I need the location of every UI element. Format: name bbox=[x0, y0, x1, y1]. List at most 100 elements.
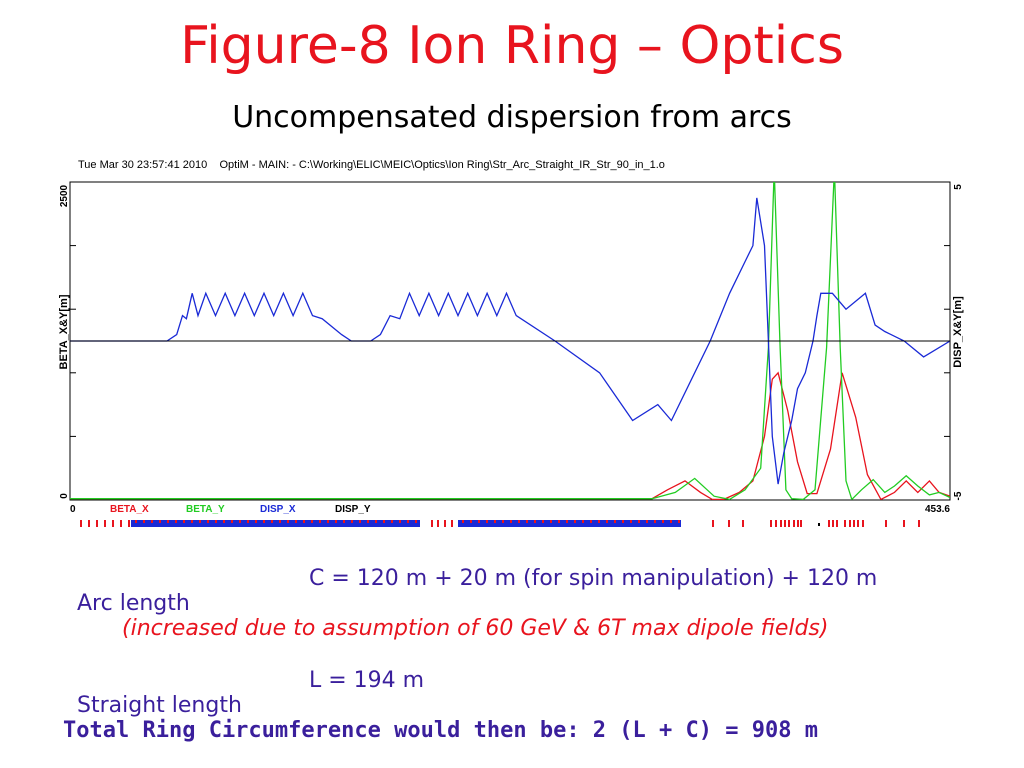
lattice-arc-dipole bbox=[255, 520, 257, 523]
legend-beta-x: BETA_X bbox=[110, 504, 149, 515]
lattice-arc-dipole bbox=[486, 520, 488, 523]
lattice-dipole-mark bbox=[120, 520, 122, 527]
lattice-arc-dipole bbox=[287, 520, 289, 523]
lattice-dipole-mark bbox=[770, 520, 772, 527]
lattice-dipole-mark bbox=[112, 520, 114, 527]
lattice-dipole-mark bbox=[849, 520, 851, 527]
lattice-dipole-mark bbox=[104, 520, 106, 527]
y-left-label: BETA_X&Y[m] bbox=[58, 294, 70, 369]
lattice-arc-dipole bbox=[311, 520, 313, 523]
arc-length-label: Arc length bbox=[77, 591, 190, 616]
lattice-arc-dipole bbox=[167, 520, 169, 523]
lattice-arc-dipole bbox=[143, 520, 145, 523]
arc-length-value: C = 120 m + 20 m (for spin manipulation)… bbox=[309, 566, 878, 591]
lattice-dipole-mark bbox=[793, 520, 795, 527]
lattice-arc-dipole bbox=[319, 520, 321, 523]
lattice-arc-dipole bbox=[654, 520, 656, 523]
lattice-arc-dipole bbox=[478, 520, 480, 523]
legend-disp-y: DISP_Y bbox=[335, 504, 371, 515]
lattice-arc-dipole bbox=[462, 520, 464, 523]
arc-length-row: Arc length C = 120 m + 20 m (for spin ma… bbox=[63, 566, 877, 641]
lattice-dipole-mark bbox=[903, 520, 905, 527]
lattice-arc-dipole bbox=[335, 520, 337, 523]
lattice-dipole-mark bbox=[862, 520, 864, 527]
arc-length-note: (increased due to assumption of 60 GeV &… bbox=[122, 616, 829, 641]
lattice-arc-dipole bbox=[175, 520, 177, 523]
lattice-arc-dipole bbox=[279, 520, 281, 523]
lattice-arc-dipole bbox=[614, 520, 616, 523]
lattice-dipole-mark bbox=[918, 520, 920, 527]
lattice-arc-dipole bbox=[494, 520, 496, 523]
lattice-dipole-mark bbox=[832, 520, 834, 527]
lattice-arc-band bbox=[458, 520, 681, 527]
lattice-dipole-mark bbox=[96, 520, 98, 527]
lattice-arc-dipole bbox=[582, 520, 584, 523]
lattice-arc-dipole bbox=[303, 520, 305, 523]
lattice-arc-dipole bbox=[415, 520, 417, 523]
lattice-arc-dipole bbox=[295, 520, 297, 523]
lattice-dipole-mark bbox=[844, 520, 846, 527]
lattice-arc-dipole bbox=[359, 520, 361, 523]
lattice-dipole-mark bbox=[712, 520, 714, 527]
lattice-arc-dipole bbox=[558, 520, 560, 523]
lattice-dipole-mark bbox=[128, 520, 130, 527]
lattice-dipole-mark bbox=[444, 520, 446, 527]
lattice-arc-dipole bbox=[327, 520, 329, 523]
axis-text: BETA_X&Y[m] DISP_X&Y[m] 2500 0 5 -5 0 45… bbox=[58, 184, 964, 515]
lattice-dipole-mark bbox=[437, 520, 439, 527]
lattice-arc-dipole bbox=[518, 520, 520, 523]
lattice-dipole-mark bbox=[784, 520, 786, 527]
lattice-dipole-mark bbox=[828, 520, 830, 527]
lattice-arc-dipole bbox=[183, 520, 185, 523]
lattice-arc-dipole bbox=[391, 520, 393, 523]
lattice-arc-dipole bbox=[510, 520, 512, 523]
lattice-arc-dipole bbox=[367, 520, 369, 523]
lattice-arc-dipole bbox=[550, 520, 552, 523]
lattice-arc-dipole bbox=[678, 520, 680, 523]
lattice-dipole-mark bbox=[780, 520, 782, 527]
lattice-dipole-mark bbox=[775, 520, 777, 527]
lattice-arc-dipole bbox=[662, 520, 664, 523]
lattice-arc-dipole bbox=[646, 520, 648, 523]
y-left-tick-top: 2500 bbox=[59, 184, 70, 207]
lattice-arc-dipole bbox=[470, 520, 472, 523]
plot-header: Tue Mar 30 23:57:41 2010 OptiM - MAIN: -… bbox=[78, 159, 665, 171]
lattice-arc-dipole bbox=[502, 520, 504, 523]
lattice-arc-dipole bbox=[351, 520, 353, 523]
lattice-arc-dipole bbox=[399, 520, 401, 523]
lattice-arc-dipole bbox=[542, 520, 544, 523]
lattice-dipole-mark bbox=[797, 520, 799, 527]
lattice-arc-dipole bbox=[247, 520, 249, 523]
slide-title: Figure-8 Ion Ring – Optics bbox=[180, 16, 844, 76]
lattice-arc-dipole bbox=[207, 520, 209, 523]
lattice-arc-dipole bbox=[598, 520, 600, 523]
lattice-dipole-mark bbox=[788, 520, 790, 527]
lattice-dipole-mark bbox=[728, 520, 730, 527]
lattice-dipole-mark bbox=[800, 520, 802, 527]
lattice-arc-dipole bbox=[239, 520, 241, 523]
straight-length-value: L = 194 m bbox=[309, 668, 425, 693]
lattice-dipole-mark bbox=[451, 520, 453, 527]
lattice-arc-dipole bbox=[343, 520, 345, 523]
x-tick-end: 453.6 bbox=[925, 504, 950, 515]
series-beta-x bbox=[70, 371, 950, 500]
lattice-dipole-mark bbox=[80, 520, 82, 527]
lattice-arc-dipole bbox=[263, 520, 265, 523]
lattice-dipole-mark bbox=[431, 520, 433, 527]
plot-series bbox=[70, 182, 950, 500]
lattice-arc-dipole bbox=[534, 520, 536, 523]
series-disp-x bbox=[70, 197, 950, 485]
lattice-marker bbox=[818, 523, 820, 526]
lattice-arc-dipole bbox=[574, 520, 576, 523]
y-left-tick-bottom: 0 bbox=[59, 493, 70, 499]
lattice-dipole-mark bbox=[836, 520, 838, 527]
lattice-arc-dipole bbox=[622, 520, 624, 523]
lattice-arc-dipole bbox=[407, 520, 409, 523]
straight-length-label: Straight length bbox=[77, 693, 242, 718]
lattice-arc-dipole bbox=[670, 520, 672, 523]
lattice-dipole-mark bbox=[88, 520, 90, 527]
lattice-arc-band bbox=[131, 520, 420, 527]
legend-disp-x: DISP_X bbox=[260, 504, 296, 515]
lattice-arc-dipole bbox=[223, 520, 225, 523]
